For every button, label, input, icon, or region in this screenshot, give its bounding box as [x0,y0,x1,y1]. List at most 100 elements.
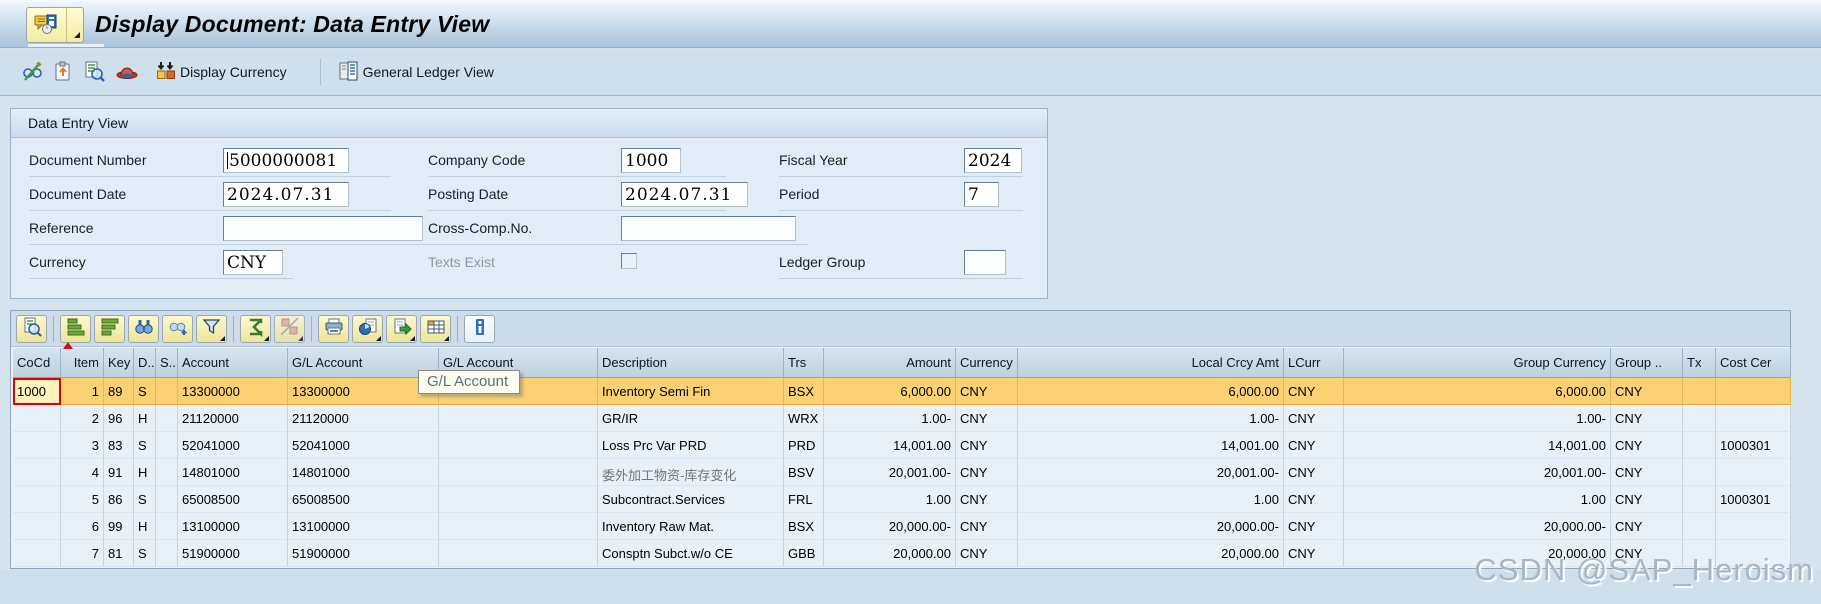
print-button[interactable] [318,314,349,343]
cell-4-7[interactable] [439,486,598,513]
cell-2-10[interactable]: 14,001.00 [824,432,956,459]
table-row[interactable]: 7 81 S 51900000 51900000 Consptn Subct.w/o CE… [13,540,1791,567]
cell-0-6[interactable]: 13300000 [288,378,439,405]
column-header-group[interactable]: Group .. [1611,348,1683,378]
cell-6-4[interactable] [156,540,178,567]
copy-button[interactable] [48,56,78,88]
display-change-button[interactable] [16,56,48,88]
cell-3-0[interactable] [13,459,61,486]
cell-3-3[interactable]: H [134,459,156,486]
cell-5-8[interactable]: Inventory Raw Mat. [598,513,784,540]
reference-field[interactable] [223,216,423,241]
cell-4-2[interactable]: 86 [104,486,134,513]
cell-6-2[interactable]: 81 [104,540,134,567]
cell-5-12[interactable]: 20,000.00- [1018,513,1284,540]
cell-0-16[interactable] [1683,378,1716,405]
column-header-g-l-account[interactable]: G/L Account [288,348,439,378]
cell-0-1[interactable]: 1 [61,378,104,405]
column-header-cost-cer[interactable]: Cost Cer [1716,348,1791,378]
cell-2-4[interactable] [156,432,178,459]
cell-2-3[interactable]: S [134,432,156,459]
cell-3-13[interactable]: CNY [1284,459,1344,486]
table-row[interactable]: 6 99 H 13100000 13100000 Inventory Raw Mat. BS… [13,513,1791,540]
cell-2-0[interactable] [13,432,61,459]
cell-3-9[interactable]: BSV [784,459,824,486]
cell-1-4[interactable] [156,405,178,432]
cell-4-10[interactable]: 1.00 [824,486,956,513]
column-header-trs[interactable]: Trs [784,348,824,378]
cell-2-14[interactable]: 14,001.00 [1344,432,1611,459]
cell-4-5[interactable]: 65008500 [178,486,288,513]
cell-3-17[interactable] [1716,459,1791,486]
find-button[interactable] [128,314,159,343]
cell-5-9[interactable]: BSX [784,513,824,540]
cell-5-13[interactable]: CNY [1284,513,1344,540]
cell-5-3[interactable]: H [134,513,156,540]
cell-3-7[interactable] [439,459,598,486]
doc-number-field[interactable]: 5000000081 [223,148,349,173]
cell-6-10[interactable]: 20,000.00 [824,540,956,567]
cell-0-12[interactable]: 6,000.00 [1018,378,1284,405]
posting-date-field[interactable]: 2024.07.31 [621,182,748,207]
cell-6-8[interactable]: Consptn Subct.w/o CE [598,540,784,567]
doc-date-field[interactable]: 2024.07.31 [223,182,349,207]
cell-6-16[interactable] [1683,540,1716,567]
column-header-group-currency[interactable]: Group Currency [1344,348,1611,378]
cell-2-12[interactable]: 14,001.00 [1018,432,1284,459]
cell-3-4[interactable] [156,459,178,486]
cell-5-10[interactable]: 20,000.00- [824,513,956,540]
cell-0-17[interactable] [1716,378,1791,405]
table-row[interactable]: 1000 1 89 S 13300000 13300000 Inventory Semi F… [13,378,1791,405]
cell-3-11[interactable]: CNY [956,459,1018,486]
cell-5-16[interactable] [1683,513,1716,540]
column-header-local-crcy-amt[interactable]: Local Crcy Amt [1018,348,1284,378]
views-button[interactable] [352,314,383,343]
cell-3-12[interactable]: 20,001.00- [1018,459,1284,486]
cell-1-11[interactable]: CNY [956,405,1018,432]
cell-1-6[interactable]: 21120000 [288,405,439,432]
cell-2-17[interactable]: 1000301 [1716,432,1791,459]
cell-6-9[interactable]: GBB [784,540,824,567]
cell-6-13[interactable]: CNY [1284,540,1344,567]
period-field[interactable]: 7 [964,182,999,207]
cell-5-6[interactable]: 13100000 [288,513,439,540]
cell-2-16[interactable] [1683,432,1716,459]
object-menu-dropdown[interactable] [67,8,83,42]
currency-field[interactable]: CNY [223,250,283,275]
cell-0-3[interactable]: S [134,378,156,405]
texts-exist-checkbox[interactable] [621,253,637,269]
cell-0-5[interactable]: 13300000 [178,378,288,405]
column-header-d[interactable]: D.. [134,348,156,378]
cell-6-14[interactable]: 20,000.00 [1344,540,1611,567]
cell-3-14[interactable]: 20,001.00- [1344,459,1611,486]
table-row[interactable]: 3 83 S 52041000 52041000 Loss Prc Var PRD PRD 1… [13,432,1791,459]
cell-4-3[interactable]: S [134,486,156,513]
column-header-s[interactable]: S.. [156,348,178,378]
column-header-currency[interactable]: Currency [956,348,1018,378]
filter-button[interactable] [196,314,227,343]
cell-5-1[interactable]: 6 [61,513,104,540]
cell-4-0[interactable] [13,486,61,513]
cell-3-10[interactable]: 20,001.00- [824,459,956,486]
cell-1-10[interactable]: 1.00- [824,405,956,432]
ledger-group-field[interactable] [964,250,1006,275]
cell-6-1[interactable]: 7 [61,540,104,567]
cell-2-15[interactable]: CNY [1611,432,1683,459]
column-header-tx[interactable]: Tx [1683,348,1716,378]
cell-4-12[interactable]: 1.00 [1018,486,1284,513]
cell-3-2[interactable]: 91 [104,459,134,486]
cell-4-6[interactable]: 65008500 [288,486,439,513]
cell-0-8[interactable]: Inventory Semi Fin [598,378,784,405]
cell-4-16[interactable] [1683,486,1716,513]
cell-2-13[interactable]: CNY [1284,432,1344,459]
cell-6-0[interactable] [13,540,61,567]
table-row[interactable]: 4 91 H 14801000 14801000 委外加工物资-库存变化 BSV 20,001… [13,459,1791,486]
cell-2-7[interactable] [439,432,598,459]
cell-5-15[interactable]: CNY [1611,513,1683,540]
cell-0-13[interactable]: CNY [1284,378,1344,405]
cell-4-1[interactable]: 5 [61,486,104,513]
cell-1-12[interactable]: 1.00- [1018,405,1284,432]
export-button[interactable] [386,314,417,343]
cell-3-15[interactable]: CNY [1611,459,1683,486]
cell-1-14[interactable]: 1.00- [1344,405,1611,432]
